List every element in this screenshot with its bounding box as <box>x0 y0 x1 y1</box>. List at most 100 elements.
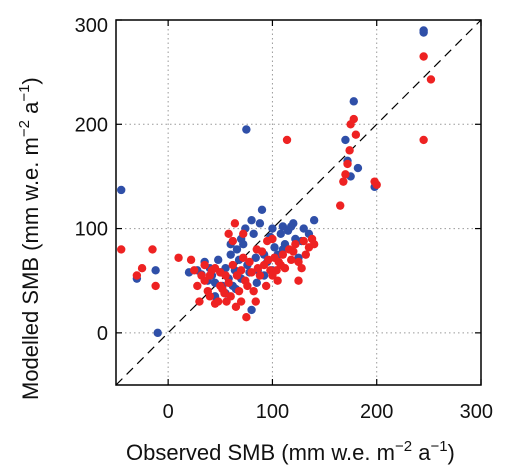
plot-frame <box>115 19 482 386</box>
data-point-red <box>132 271 142 280</box>
data-point-red <box>236 266 246 275</box>
data-point-red <box>339 177 348 186</box>
data-point-red <box>372 180 381 189</box>
data-point-red <box>200 260 209 270</box>
data-point-red <box>291 240 300 249</box>
data-point-blue <box>249 229 258 238</box>
data-point-red <box>242 313 251 322</box>
y-axis-label-exponent-m: −2 <box>16 120 33 137</box>
data-point-blue <box>214 255 223 265</box>
data-point-blue <box>251 253 260 262</box>
data-point-blue <box>247 305 256 315</box>
y-axis-label-main: Modelled SMB (mm w.e. m <box>18 137 43 400</box>
data-point-blue <box>270 243 279 252</box>
x-axis-label-exponent-a: −1 <box>430 438 447 455</box>
data-point-red <box>228 260 237 270</box>
axis-ticks: 0 100 200 300 0 100 200 300 <box>75 15 493 423</box>
y-axis-label: Modelled SMB (mm w.e. m−2 a−1) <box>16 77 43 400</box>
data-point-red <box>245 257 254 267</box>
data-point-blue <box>117 185 126 195</box>
y-tick-label: 0 <box>97 323 108 345</box>
data-point-red <box>297 264 306 273</box>
data-point-red <box>261 281 271 291</box>
x-tick-label: 0 <box>163 401 174 423</box>
data-points <box>117 26 436 338</box>
data-point-blue <box>153 328 162 338</box>
data-point-red <box>419 135 428 145</box>
x-tick-label: 300 <box>460 401 493 423</box>
x-axis-label-exponent-m: −2 <box>395 438 412 455</box>
data-point-red <box>228 236 237 246</box>
x-axis-label-main: Observed SMB (mm w.e. m <box>126 440 395 465</box>
data-point-red <box>205 292 215 301</box>
data-point-red <box>226 292 235 301</box>
data-point-red <box>193 281 202 291</box>
data-point-red <box>309 240 319 249</box>
data-point-red <box>289 247 298 256</box>
data-point-blue <box>247 216 256 225</box>
data-point-red <box>243 281 252 291</box>
data-point-blue <box>353 163 363 173</box>
data-point-red <box>205 271 215 280</box>
data-point-red <box>255 271 265 280</box>
data-point-red <box>282 135 292 145</box>
data-point-blue <box>268 224 277 233</box>
data-point-red <box>343 159 352 169</box>
data-point-red <box>301 250 310 259</box>
data-point-red <box>137 264 147 273</box>
x-axis-label-tail: a <box>418 440 431 465</box>
data-point-red <box>236 297 246 306</box>
data-point-red <box>273 276 282 285</box>
data-point-red <box>249 286 258 296</box>
y-tick-label: 200 <box>75 114 108 136</box>
data-point-blue <box>309 216 319 225</box>
data-point-blue <box>255 219 265 228</box>
data-point-red <box>287 255 296 265</box>
x-axis-label: Observed SMB (mm w.e. m−2 a−1) <box>126 438 455 465</box>
data-point-red <box>186 255 196 265</box>
data-point-red <box>234 286 244 296</box>
data-point-blue <box>419 28 428 37</box>
data-point-red <box>195 297 204 306</box>
data-point-red <box>349 114 358 124</box>
data-point-blue <box>289 219 298 228</box>
data-point-red <box>294 276 303 285</box>
data-point-red <box>148 245 157 254</box>
data-point-blue <box>276 229 285 238</box>
data-point-red <box>253 264 263 273</box>
data-point-blue <box>257 205 267 214</box>
data-point-red <box>230 219 240 228</box>
y-axis-label-exponent-a: −1 <box>16 85 33 102</box>
data-point-blue <box>242 125 251 134</box>
y-tick-label: 300 <box>75 15 108 37</box>
data-point-red <box>426 75 436 84</box>
data-point-red <box>336 201 345 210</box>
x-tick-label: 100 <box>256 401 289 423</box>
data-point-red <box>251 297 260 306</box>
x-tick-label: 200 <box>360 401 393 423</box>
data-point-red <box>239 253 248 262</box>
data-point-red <box>263 236 272 246</box>
data-point-red <box>247 268 256 277</box>
data-point-red <box>239 229 248 238</box>
data-point-red <box>190 266 199 275</box>
data-point-red <box>294 257 303 267</box>
data-point-red <box>210 264 220 273</box>
data-point-red <box>280 264 290 273</box>
data-point-blue <box>341 135 350 145</box>
data-point-red <box>224 229 233 238</box>
data-point-red <box>278 250 288 259</box>
data-point-red <box>117 245 126 254</box>
one-to-one-reference-line <box>115 19 482 386</box>
y-tick-label: 100 <box>75 219 108 241</box>
data-point-blue <box>232 245 242 254</box>
data-point-red <box>341 170 350 179</box>
data-point-red <box>200 276 209 285</box>
data-point-red <box>252 245 261 254</box>
data-point-red <box>220 289 229 298</box>
data-point-blue <box>299 224 308 233</box>
data-point-red <box>419 52 428 61</box>
data-point-blue <box>252 278 261 287</box>
data-point-blue <box>349 97 358 106</box>
